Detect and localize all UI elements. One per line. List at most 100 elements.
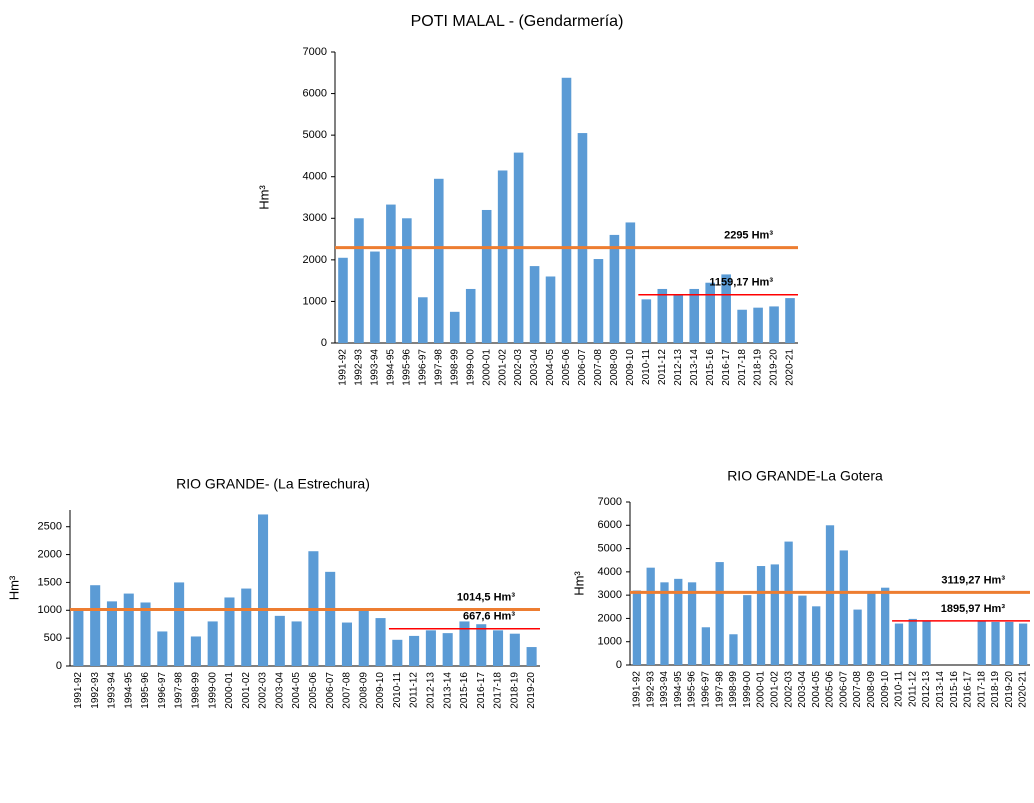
bar bbox=[641, 299, 652, 343]
bar bbox=[481, 209, 492, 343]
x-tick-label: 2019-20 bbox=[1004, 671, 1015, 708]
y-tick-label: 3000 bbox=[303, 212, 327, 224]
x-tick-label: 2008-09 bbox=[358, 672, 369, 709]
x-tick-label: 1992-93 bbox=[354, 349, 365, 386]
x-tick-label: 2019-20 bbox=[769, 349, 780, 386]
y-tick-label: 2000 bbox=[598, 612, 622, 624]
x-tick-label: 2008-09 bbox=[609, 349, 620, 386]
x-tick-label: 2005-06 bbox=[825, 671, 836, 708]
x-tick-label: 1998-99 bbox=[191, 672, 202, 709]
bar bbox=[769, 306, 779, 343]
bar bbox=[493, 630, 504, 666]
x-tick-label: 2015-16 bbox=[459, 672, 470, 709]
x-tick-label: 2017-18 bbox=[493, 672, 504, 709]
bar bbox=[674, 578, 683, 665]
x-tick-label: 2000-01 bbox=[224, 672, 235, 709]
bar bbox=[241, 588, 252, 666]
bar bbox=[354, 218, 364, 343]
bar bbox=[190, 636, 201, 666]
x-tick-label: 2003-04 bbox=[797, 671, 808, 708]
bar bbox=[123, 593, 134, 666]
bar bbox=[526, 647, 537, 666]
x-tick-label: 1993-94 bbox=[107, 672, 118, 709]
bar bbox=[338, 257, 348, 343]
x-tick-label: 2004-05 bbox=[545, 349, 556, 386]
bar bbox=[224, 597, 235, 666]
x-tick-label: 2010-11 bbox=[392, 672, 403, 708]
x-tick-label: 1996-97 bbox=[417, 349, 428, 386]
y-tick-label: 5000 bbox=[303, 129, 327, 141]
bar bbox=[497, 170, 508, 343]
y-tick-label: 0 bbox=[616, 659, 622, 671]
x-tick-label: 1997-98 bbox=[714, 671, 725, 708]
x-tick-label: 1999-00 bbox=[465, 349, 476, 386]
bar bbox=[625, 222, 636, 343]
x-tick-label: 1998-99 bbox=[449, 349, 460, 386]
y-tick-label: 0 bbox=[321, 337, 327, 349]
y-tick-label: 2500 bbox=[38, 521, 62, 533]
y-tick-label: 4000 bbox=[303, 171, 327, 183]
x-tick-label: 2004-05 bbox=[811, 671, 822, 708]
y-tick-label: 7000 bbox=[303, 46, 327, 58]
x-tick-label: 2006-07 bbox=[577, 349, 588, 386]
x-tick-label: 1996-97 bbox=[701, 671, 712, 708]
x-tick-label: 2004-05 bbox=[291, 672, 302, 709]
x-tick-label: 2017-18 bbox=[737, 349, 748, 386]
chart-title: RIO GRANDE- (La Estrechura) bbox=[176, 476, 370, 492]
x-tick-label: 2011-12 bbox=[657, 349, 668, 385]
bar bbox=[375, 618, 386, 666]
chart-title: RIO GRANDE-La Gotera bbox=[727, 468, 883, 484]
x-tick-label: 1999-00 bbox=[742, 671, 753, 708]
y-axis-label: Hm³ bbox=[6, 575, 21, 600]
x-tick-label: 2017-18 bbox=[976, 671, 987, 708]
x-tick-label: 1997-98 bbox=[433, 349, 444, 386]
bar bbox=[689, 288, 700, 343]
x-tick-label: 2001-02 bbox=[769, 671, 780, 708]
x-tick-label: 1992-93 bbox=[645, 671, 656, 708]
reference-label: 667,6 Hm³ bbox=[463, 611, 515, 623]
bar bbox=[529, 266, 540, 343]
bar bbox=[1018, 623, 1028, 665]
x-tick-label: 2011-12 bbox=[907, 671, 918, 707]
x-tick-label: 2002-03 bbox=[513, 349, 524, 386]
x-tick-label: 2020-21 bbox=[1018, 671, 1029, 708]
x-tick-label: 2000-01 bbox=[481, 349, 492, 386]
bar bbox=[922, 620, 931, 665]
y-tick-label: 5000 bbox=[598, 542, 622, 554]
x-tick-label: 2007-08 bbox=[342, 672, 353, 709]
bar bbox=[325, 571, 336, 666]
bar bbox=[157, 631, 168, 666]
bar bbox=[106, 601, 117, 666]
x-tick-label: 1995-96 bbox=[687, 671, 698, 708]
bar bbox=[770, 564, 779, 665]
bar bbox=[442, 633, 453, 666]
bar bbox=[409, 635, 420, 666]
bar bbox=[894, 623, 904, 665]
x-tick-label: 2009-10 bbox=[375, 672, 386, 709]
bar bbox=[358, 610, 369, 666]
x-tick-label: 2013-14 bbox=[442, 672, 453, 709]
bar bbox=[370, 251, 380, 343]
x-tick-label: 2012-13 bbox=[921, 671, 932, 708]
x-tick-label: 1994-95 bbox=[123, 672, 134, 709]
x-tick-label: 2013-14 bbox=[689, 349, 700, 386]
x-tick-label: 2009-10 bbox=[880, 671, 891, 708]
bar bbox=[798, 595, 807, 665]
bar bbox=[274, 615, 285, 666]
x-tick-label: 2003-04 bbox=[274, 672, 285, 709]
x-tick-label: 2008-09 bbox=[866, 671, 877, 708]
bar bbox=[386, 204, 396, 343]
x-tick-label: 2010-11 bbox=[641, 349, 652, 385]
bar bbox=[402, 218, 412, 343]
x-tick-label: 2012-13 bbox=[673, 349, 684, 386]
x-tick-label: 2005-06 bbox=[308, 672, 319, 709]
x-tick-label: 2007-08 bbox=[593, 349, 604, 386]
y-axis-label: Hm³ bbox=[256, 185, 271, 210]
y-tick-label: 1000 bbox=[38, 604, 62, 616]
x-tick-label: 2006-07 bbox=[325, 672, 336, 709]
bar bbox=[737, 309, 747, 343]
reference-label: 1895,97 Hm³ bbox=[941, 603, 1006, 615]
y-tick-label: 7000 bbox=[598, 496, 622, 508]
x-tick-label: 1991-92 bbox=[632, 671, 643, 708]
